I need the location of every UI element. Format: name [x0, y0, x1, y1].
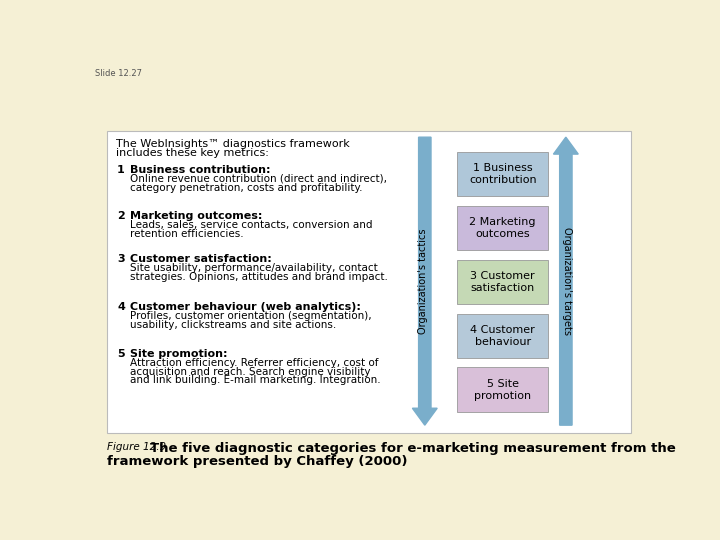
Text: The five diagnostic categories for e-marketing measurement from the: The five diagnostic categories for e-mar…	[150, 442, 675, 455]
Text: Leads, sales, service contacts, conversion and: Leads, sales, service contacts, conversi…	[130, 220, 373, 230]
Text: Figure 12.9: Figure 12.9	[107, 442, 166, 452]
Text: Online revenue contribution (direct and indirect),: Online revenue contribution (direct and …	[130, 174, 387, 184]
Text: Organization's targets: Organization's targets	[562, 227, 572, 335]
FancyBboxPatch shape	[457, 206, 548, 251]
Text: Site promotion:: Site promotion:	[130, 349, 228, 359]
Text: Customer behaviour (web analytics):: Customer behaviour (web analytics):	[130, 302, 361, 312]
Text: Organization's tactics: Organization's tactics	[418, 228, 428, 334]
Text: and link building. E-mail marketing. Integration.: and link building. E-mail marketing. Int…	[130, 375, 381, 386]
Text: Marketing outcomes:: Marketing outcomes:	[130, 211, 263, 221]
FancyBboxPatch shape	[107, 131, 631, 433]
Text: 5: 5	[117, 349, 125, 359]
Text: 5 Site
promotion: 5 Site promotion	[474, 379, 531, 401]
Text: includes these key metrics:: includes these key metrics:	[117, 147, 269, 158]
FancyBboxPatch shape	[457, 314, 548, 358]
Text: retention efficiencies.: retention efficiencies.	[130, 229, 244, 239]
Text: 3 Customer
satisfaction: 3 Customer satisfaction	[470, 271, 535, 293]
Text: 4: 4	[117, 302, 125, 312]
Text: Attraction efficiency. Referrer efficiency, cost of: Attraction efficiency. Referrer efficien…	[130, 358, 379, 368]
Text: strategies. Opinions, attitudes and brand impact.: strategies. Opinions, attitudes and bran…	[130, 272, 388, 282]
Text: usability, clickstreams and site actions.: usability, clickstreams and site actions…	[130, 320, 336, 329]
FancyBboxPatch shape	[457, 367, 548, 412]
FancyArrow shape	[413, 137, 437, 425]
Text: Slide 12.27: Slide 12.27	[94, 70, 142, 78]
Text: category penetration, costs and profitability.: category penetration, costs and profitab…	[130, 183, 363, 193]
Text: The WebInsights™ diagnostics framework: The WebInsights™ diagnostics framework	[117, 139, 350, 148]
Text: acquisition and reach. Search engine visibility: acquisition and reach. Search engine vis…	[130, 367, 371, 376]
Text: 2: 2	[117, 211, 125, 221]
Text: 2 Marketing
outcomes: 2 Marketing outcomes	[469, 217, 536, 239]
Text: Profiles, customer orientation (segmentation),: Profiles, customer orientation (segmenta…	[130, 311, 372, 321]
Text: Site usability, performance/availability, contact: Site usability, performance/availability…	[130, 263, 378, 273]
Text: framework presented by Chaffey (2000): framework presented by Chaffey (2000)	[107, 455, 408, 468]
Text: 3: 3	[117, 254, 125, 264]
Text: Business contribution:: Business contribution:	[130, 165, 271, 175]
Text: 4 Customer
behaviour: 4 Customer behaviour	[470, 325, 535, 347]
Text: 1: 1	[117, 165, 125, 175]
FancyBboxPatch shape	[457, 152, 548, 197]
Text: 1 Business
contribution: 1 Business contribution	[469, 163, 536, 185]
FancyBboxPatch shape	[457, 260, 548, 304]
Text: Customer satisfaction:: Customer satisfaction:	[130, 254, 272, 264]
FancyArrow shape	[554, 137, 578, 425]
